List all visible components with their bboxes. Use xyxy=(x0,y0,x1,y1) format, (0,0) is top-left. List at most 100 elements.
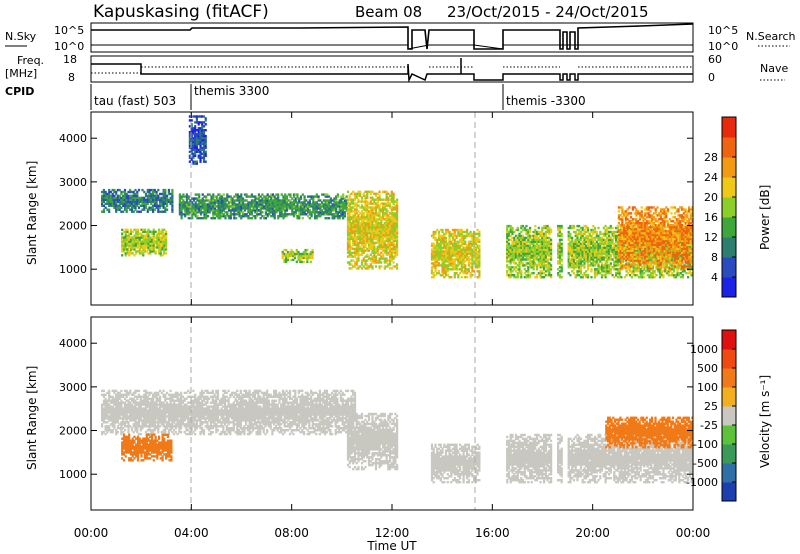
power-cell xyxy=(611,248,614,251)
power-cell xyxy=(359,190,362,193)
power-cell xyxy=(271,193,275,196)
power-cell xyxy=(613,254,616,257)
power-cell xyxy=(202,121,206,124)
power-cell xyxy=(585,274,588,277)
power-cell xyxy=(455,248,458,251)
power-cell xyxy=(235,209,238,212)
power-cell xyxy=(219,205,222,208)
power-cell xyxy=(217,217,220,220)
power-cell xyxy=(245,203,248,206)
power-cell xyxy=(560,232,563,236)
power-cell xyxy=(532,254,535,257)
power-cell xyxy=(144,204,148,207)
power-cell xyxy=(321,213,324,216)
power-cell xyxy=(273,207,276,210)
power-cell xyxy=(434,244,437,247)
power-cell xyxy=(240,203,243,206)
power-cell xyxy=(380,257,383,260)
power-cell xyxy=(450,232,453,236)
power-cell xyxy=(387,253,390,256)
power-cell xyxy=(389,194,392,197)
power-cell xyxy=(285,215,289,218)
power-cell xyxy=(126,240,129,243)
power-cell xyxy=(546,264,549,267)
power-cell xyxy=(359,233,362,237)
power-cell xyxy=(558,242,561,245)
power-cell xyxy=(380,222,383,225)
power-cell xyxy=(444,264,448,267)
power-cell xyxy=(188,133,191,136)
power-cell xyxy=(238,213,241,216)
power-cell xyxy=(373,241,376,245)
power-cell xyxy=(599,256,602,259)
power-cell xyxy=(396,202,399,205)
power-cell xyxy=(558,270,561,273)
power-cell xyxy=(162,188,165,192)
power-cell xyxy=(443,258,446,261)
power-cell xyxy=(446,246,449,249)
power-cell xyxy=(366,241,369,245)
power-cell xyxy=(128,232,131,235)
power-cell xyxy=(576,264,579,267)
power-cell xyxy=(129,236,133,239)
power-cell xyxy=(574,256,577,259)
power-cell xyxy=(350,245,353,248)
power-cell xyxy=(541,256,544,259)
power-cell xyxy=(291,213,294,216)
power-cell xyxy=(130,208,134,211)
power-cell xyxy=(350,227,353,231)
power-cell xyxy=(471,242,474,245)
power-cell xyxy=(355,227,358,231)
power-cell xyxy=(271,201,275,204)
power-cell xyxy=(511,250,514,253)
power-cell xyxy=(335,195,338,198)
power-cell xyxy=(305,213,308,216)
power-cell xyxy=(317,207,320,210)
power-cell xyxy=(529,266,532,269)
power-cell xyxy=(583,264,586,267)
power-cell xyxy=(355,239,358,243)
power-cell xyxy=(158,236,161,239)
power-cell xyxy=(608,242,611,245)
power-cell xyxy=(178,199,181,202)
power-cell xyxy=(586,264,590,267)
power-cell xyxy=(385,243,388,247)
power-cell xyxy=(192,199,195,202)
power-cell xyxy=(364,218,367,221)
power-cell xyxy=(163,250,166,253)
power-cell xyxy=(600,268,604,271)
power-cell xyxy=(593,230,597,234)
power-cell xyxy=(572,256,576,259)
power-cell xyxy=(469,254,472,257)
power-cell xyxy=(529,230,532,234)
power-cell xyxy=(111,198,114,202)
power-cell xyxy=(441,268,444,271)
power-cell xyxy=(390,247,393,250)
power-cell xyxy=(367,247,371,250)
power-cell xyxy=(579,276,583,279)
power-cell xyxy=(146,202,149,205)
power-cell xyxy=(579,236,583,240)
power-cell xyxy=(590,240,593,243)
power-cell xyxy=(609,254,612,257)
power-cell xyxy=(302,260,305,264)
power-cell xyxy=(459,244,462,247)
power-cell xyxy=(511,254,514,257)
power-cell xyxy=(281,256,284,260)
power-cell xyxy=(293,252,297,256)
power-cell xyxy=(261,197,264,200)
power-cell xyxy=(128,254,131,257)
power-cell xyxy=(374,233,378,237)
power-cell xyxy=(606,266,609,269)
power-cell xyxy=(595,260,598,263)
power-cell xyxy=(651,276,655,279)
power-cell xyxy=(201,134,204,138)
power-cell xyxy=(588,258,591,261)
power-cell xyxy=(192,133,195,136)
power-cell xyxy=(364,237,367,241)
power-cell xyxy=(571,264,574,267)
power-cell xyxy=(367,224,371,227)
power-cell xyxy=(346,218,350,221)
power-cell xyxy=(430,254,434,257)
power-cell xyxy=(136,228,140,231)
